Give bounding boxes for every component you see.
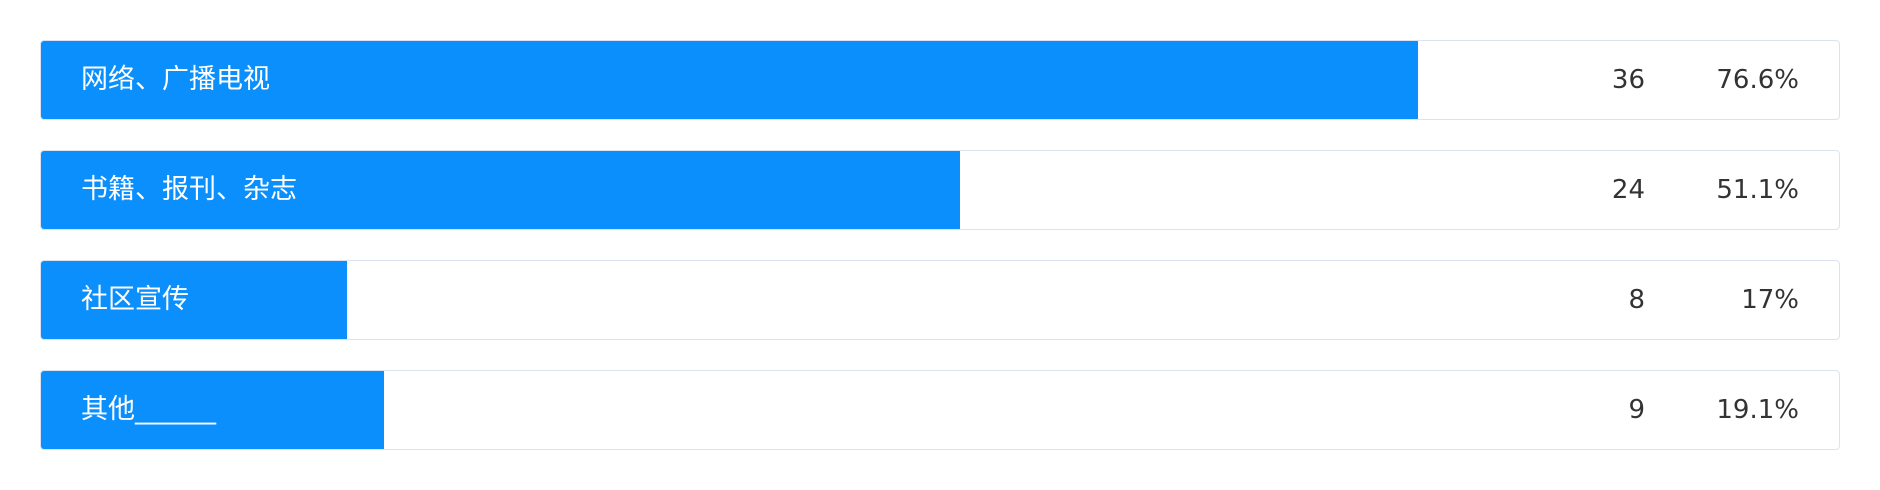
bar-percent: 17% bbox=[1741, 285, 1799, 315]
bar bbox=[41, 371, 385, 449]
bar-count: 8 bbox=[1628, 285, 1645, 315]
bar-percent: 51.1% bbox=[1716, 175, 1799, 205]
bar-label: 书籍、报刊、杂志 bbox=[81, 174, 297, 205]
bar-count: 9 bbox=[1628, 395, 1645, 425]
bar-percent: 76.6% bbox=[1716, 65, 1799, 95]
bar-row: 其他______ 9 19.1% bbox=[40, 370, 1840, 450]
bar-label: 网络、广播电视 bbox=[81, 64, 270, 95]
bar-label: 社区宣传 bbox=[81, 284, 189, 315]
bar-count: 24 bbox=[1611, 175, 1645, 205]
bar-row: 书籍、报刊、杂志 24 51.1% bbox=[40, 150, 1840, 230]
bar-label: 其他______ bbox=[81, 394, 216, 425]
bar bbox=[41, 41, 1419, 119]
bar-row: 社区宣传 8 17% bbox=[40, 260, 1840, 340]
bar bbox=[41, 151, 960, 229]
bar-percent: 19.1% bbox=[1716, 395, 1799, 425]
bar-count: 36 bbox=[1611, 65, 1645, 95]
bar bbox=[41, 261, 347, 339]
horizontal-bar-chart: 网络、广播电视 36 76.6% 书籍、报刊、杂志 24 51.1% 社区宣传 … bbox=[40, 40, 1840, 480]
bar-row: 网络、广播电视 36 76.6% bbox=[40, 40, 1840, 120]
